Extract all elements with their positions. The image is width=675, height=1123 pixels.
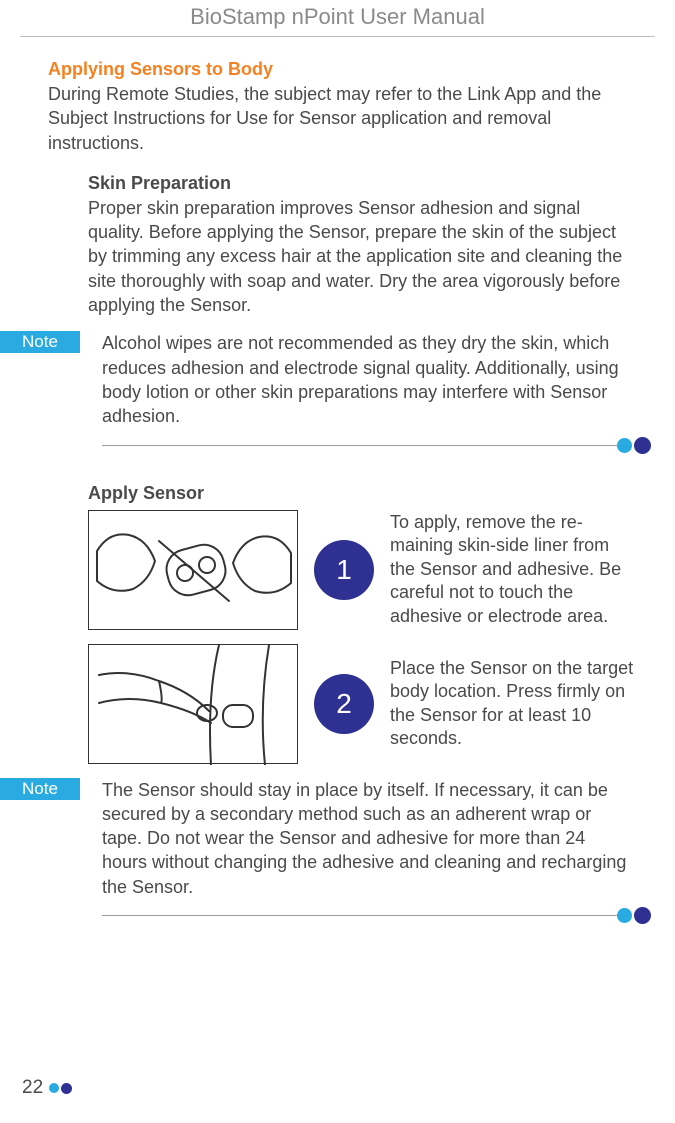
note-1: Note Alcohol wipes are not recommended a…: [0, 331, 675, 456]
note-2: Note The Sensor should stay in place by …: [0, 778, 675, 927]
divider-dots-icon: [617, 437, 651, 455]
skin-heading: Skin Preparation: [88, 173, 627, 194]
apply-heading: Apply Sensor: [88, 483, 675, 504]
step2-text: Place the Sensor on the target body loca…: [390, 657, 635, 751]
step1-text: To apply, remove the re-maining skin-sid…: [390, 511, 635, 628]
step2-illustration: [88, 644, 298, 764]
page: BioStamp nPoint User Manual Applying Sen…: [0, 0, 675, 1123]
footer-dot-light-icon: [49, 1083, 59, 1093]
page-number: 22: [22, 1077, 43, 1099]
skin-body: Proper skin preparation improves Sensor …: [88, 196, 627, 317]
note-divider-line: [102, 445, 621, 446]
note1-text: Alcohol wipes are not recommended as the…: [102, 331, 675, 428]
note2-text: The Sensor should stay in place by itsel…: [102, 778, 675, 899]
footer-dot-dark-icon: [61, 1083, 72, 1094]
step-badge-1: 1: [314, 540, 374, 600]
step1-illustration: [88, 510, 298, 630]
step-badge-2: 2: [314, 674, 374, 734]
header-title: BioStamp nPoint User Manual: [0, 0, 675, 36]
section-intro: During Remote Studies, the subject may r…: [48, 82, 627, 155]
note-divider-line-2: [102, 915, 621, 916]
divider-dots-icon-2: [617, 907, 651, 925]
step-row-1: 1 To apply, remove the re-maining skin-s…: [88, 510, 635, 630]
note-tag-2: Note: [0, 778, 80, 800]
skin-prep-block: Skin Preparation Proper skin preparation…: [48, 173, 627, 317]
step-row-2: 2 Place the Sensor on the target body lo…: [88, 644, 635, 764]
page-footer: 22: [22, 1077, 72, 1099]
content-area: Applying Sensors to Body During Remote S…: [0, 37, 675, 317]
section-heading: Applying Sensors to Body: [48, 59, 627, 80]
note-tag: Note: [0, 331, 80, 353]
